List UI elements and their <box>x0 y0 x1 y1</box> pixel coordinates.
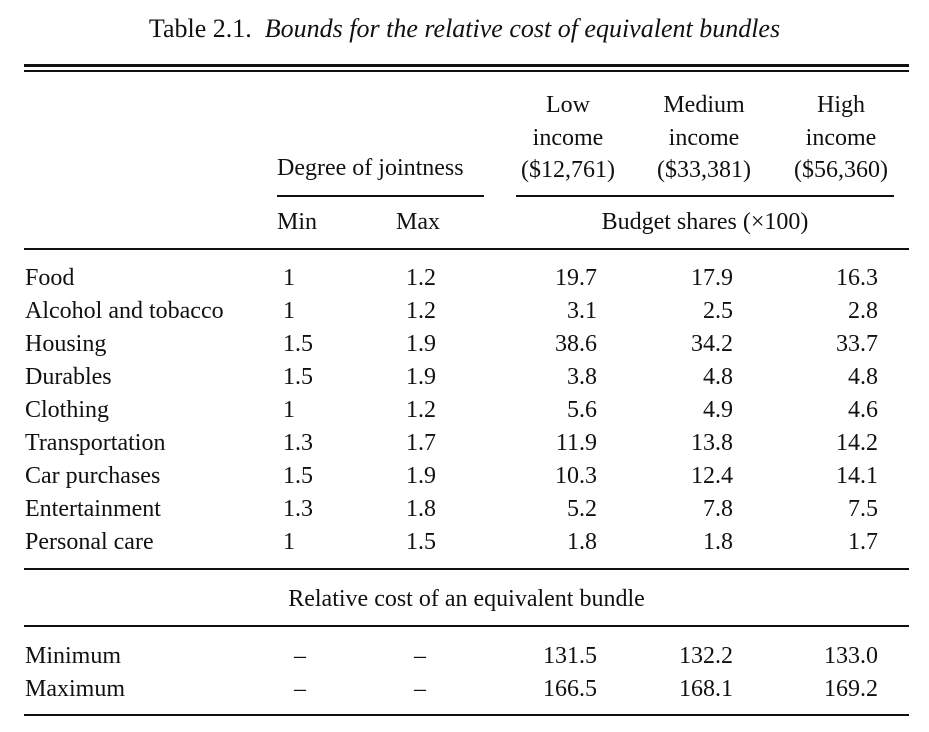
top-rule-thick <box>24 64 909 67</box>
table-caption: Table 2.1. Bounds for the relative cost … <box>0 14 929 44</box>
cell-max: 1.9 <box>406 331 436 357</box>
cell-max: 1.5 <box>406 529 436 555</box>
cell-high: 7.5 <box>848 496 878 522</box>
cell-min: 1.3 <box>283 430 313 456</box>
row-label: Clothing <box>25 397 110 423</box>
cell-min: 1 <box>283 529 295 555</box>
cell-min: 1 <box>283 397 295 423</box>
cell-max: 1.9 <box>406 364 436 390</box>
cell-high: 2.8 <box>848 298 878 324</box>
row-label: Alcohol and tobacco <box>25 298 224 324</box>
cell-medium: 13.8 <box>691 430 733 456</box>
cell-min: 1.5 <box>283 364 313 390</box>
cell-max: 1.7 <box>406 430 436 456</box>
cell-high: 14.1 <box>836 463 878 489</box>
section-rule <box>24 568 909 570</box>
cell-max: 1.2 <box>406 265 436 291</box>
row-label: Food <box>25 265 75 291</box>
income-header-low: Low income ($12,761) <box>521 92 615 183</box>
cell-max: – <box>414 643 426 669</box>
cell-min: 1.5 <box>283 331 313 357</box>
section-title: Relative cost of an equivalent bundle <box>288 586 645 612</box>
cell-max: – <box>414 676 426 702</box>
row-label: Transportation <box>25 430 166 456</box>
cell-max: 1.9 <box>406 463 436 489</box>
cell-low: 5.6 <box>567 397 597 423</box>
jointness-underline <box>277 195 484 197</box>
cell-low: 11.9 <box>555 430 597 456</box>
cell-max: 1.2 <box>406 298 436 324</box>
cell-high: 16.3 <box>836 265 878 291</box>
degree-of-jointness-header: Degree of jointness <box>277 155 464 181</box>
cell-max: 1.2 <box>406 397 436 423</box>
cell-medium: 168.1 <box>679 676 733 702</box>
cell-low: 3.8 <box>567 364 597 390</box>
income-header-high: High income ($56,360) <box>794 92 888 183</box>
cell-min: – <box>294 643 306 669</box>
min-header: Min <box>277 209 318 235</box>
cell-medium: 12.4 <box>691 463 733 489</box>
cell-min: 1 <box>283 265 295 291</box>
cell-medium: 4.9 <box>703 397 733 423</box>
summary-top-rule <box>24 625 909 627</box>
row-label: Durables <box>25 364 112 390</box>
cell-high: 4.8 <box>848 364 878 390</box>
cell-low: 166.5 <box>543 676 597 702</box>
cell-medium: 7.8 <box>703 496 733 522</box>
top-rule-thin <box>24 70 909 72</box>
cell-low: 38.6 <box>555 331 597 357</box>
cell-medium: 34.2 <box>691 331 733 357</box>
row-label: Minimum <box>25 643 122 669</box>
cell-high: 169.2 <box>824 676 878 702</box>
cell-low: 10.3 <box>555 463 597 489</box>
table-title: Bounds for the relative cost of equivale… <box>264 14 781 43</box>
cell-high: 14.2 <box>836 430 878 456</box>
cell-low: 3.1 <box>567 298 597 324</box>
cell-medium: 1.8 <box>703 529 733 555</box>
row-label: Entertainment <box>25 496 161 522</box>
cell-max: 1.8 <box>406 496 436 522</box>
max-header: Max <box>396 209 440 235</box>
cell-medium: 4.8 <box>703 364 733 390</box>
cell-min: 1 <box>283 298 295 324</box>
income-header-medium: Medium income ($33,381) <box>657 92 751 183</box>
bottom-rule <box>24 714 909 716</box>
cell-high: 4.6 <box>848 397 878 423</box>
header-bottom-rule <box>24 248 909 250</box>
row-label: Housing <box>25 331 107 357</box>
cell-medium: 17.9 <box>691 265 733 291</box>
budget-underline <box>516 195 894 197</box>
cell-high: 1.7 <box>848 529 878 555</box>
cell-high: 33.7 <box>836 331 878 357</box>
cell-min: 1.3 <box>283 496 313 522</box>
cell-medium: 2.5 <box>703 298 733 324</box>
cell-low: 1.8 <box>567 529 597 555</box>
row-label: Maximum <box>25 676 125 702</box>
cell-low: 19.7 <box>555 265 597 291</box>
cell-low: 5.2 <box>567 496 597 522</box>
cell-min: – <box>294 676 306 702</box>
budget-shares-header: Budget shares (×100) <box>601 209 809 235</box>
cell-low: 131.5 <box>543 643 597 669</box>
row-label: Personal care <box>25 529 154 555</box>
table-number: Table 2.1. <box>148 14 252 43</box>
row-label: Car purchases <box>25 463 161 489</box>
cell-min: 1.5 <box>283 463 313 489</box>
cell-medium: 132.2 <box>679 643 733 669</box>
cell-high: 133.0 <box>824 643 878 669</box>
